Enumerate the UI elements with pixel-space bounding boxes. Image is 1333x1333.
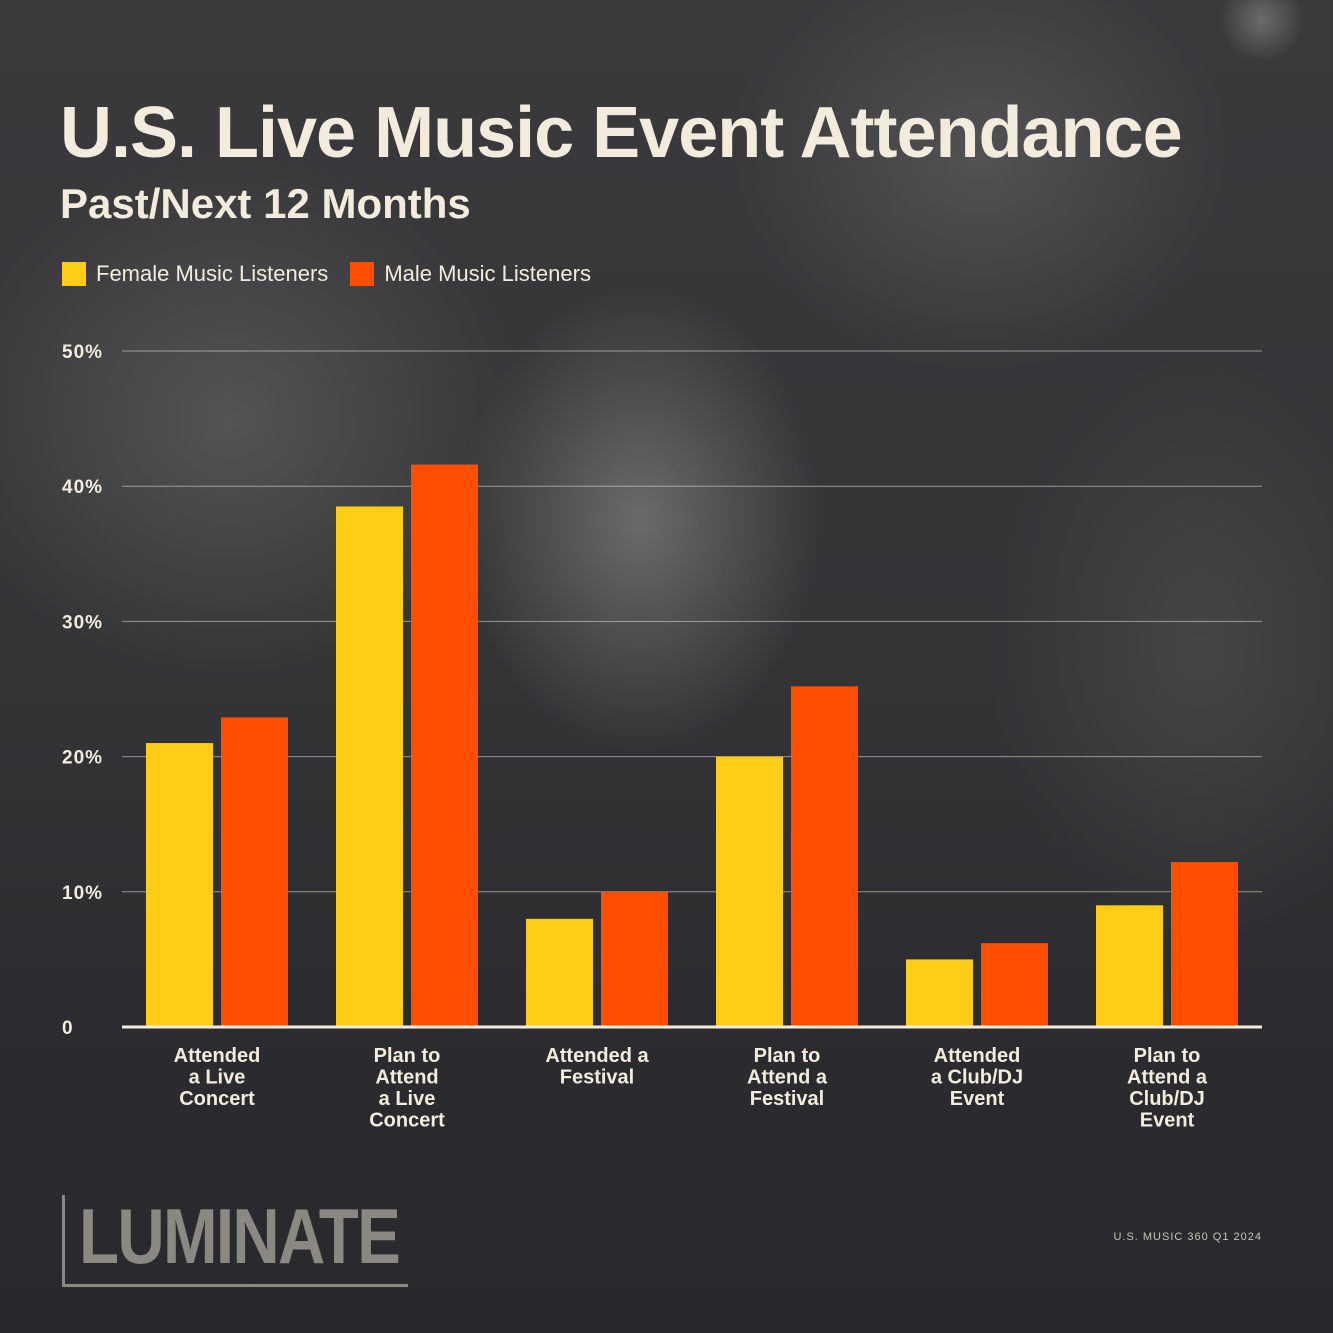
y-tick-label: 30% — [62, 612, 103, 633]
chart-title: U.S. Live Music Event Attendance — [60, 93, 1183, 173]
luminate-logo: LUMINATE — [62, 1192, 408, 1287]
x-category-label-line: Attend — [375, 1067, 438, 1089]
bar-female — [1096, 905, 1163, 1027]
bar-female — [716, 756, 783, 1027]
x-category-label-line: Club/DJ — [1129, 1088, 1205, 1110]
y-tick-label: 50% — [62, 342, 103, 363]
x-category-label: Attended a Festival — [545, 1045, 649, 1089]
x-category-label-line: Plan to — [374, 1045, 441, 1067]
y-tick-label: 10% — [62, 883, 103, 904]
bar-female — [146, 743, 213, 1027]
x-category-label: Plan to Attend a Festival — [747, 1045, 828, 1110]
x-category-label-line: Concert — [179, 1088, 255, 1110]
source-note: U.S. MUSIC 360 Q1 2024 — [1113, 1231, 1262, 1243]
x-category-label-line: Attend a — [1127, 1067, 1208, 1089]
x-category-label: Plan to Attend a Live Concert — [369, 1045, 445, 1132]
bar-female — [526, 918, 593, 1027]
x-category-label-line: a Club/DJ — [931, 1067, 1023, 1089]
x-category-label-line: Attend a — [747, 1067, 828, 1089]
chart-subtitle: Past/Next 12 Months — [60, 180, 471, 227]
bar-male — [601, 891, 668, 1027]
x-category-label-line: a Live — [189, 1067, 246, 1089]
legend: Female Music Listeners Male Music Listen… — [62, 261, 613, 287]
x-category-label-line: Plan to — [1134, 1045, 1201, 1067]
x-category-label-line: Festival — [560, 1067, 634, 1089]
legend-label-female: Female Music Listeners — [96, 261, 329, 286]
x-category-label-line: a Live — [379, 1088, 436, 1110]
legend-label-male: Male Music Listeners — [384, 261, 591, 286]
bar-male — [791, 686, 858, 1027]
legend-item-female: Female Music Listeners — [62, 261, 328, 287]
bar-male — [1171, 862, 1238, 1027]
x-category-label-line: Event — [1140, 1110, 1195, 1132]
bar-female — [336, 506, 403, 1028]
x-category-label-line: Festival — [750, 1088, 824, 1110]
x-category-label-line: Attended — [174, 1045, 261, 1067]
bar-male — [411, 464, 478, 1027]
legend-item-male: Male Music Listeners — [350, 261, 591, 287]
legend-swatch-female — [62, 262, 86, 286]
legend-swatch-male — [350, 262, 375, 286]
logo-text: LUMINATE — [79, 1192, 401, 1280]
x-category-label-line: Plan to — [754, 1045, 821, 1067]
x-category-label: Attended a Live Concert — [174, 1045, 261, 1110]
y-tick-label: 0 — [62, 1018, 74, 1039]
x-category-label-line: Event — [950, 1088, 1005, 1110]
bar-male — [981, 943, 1048, 1027]
y-tick-label: 40% — [62, 477, 103, 498]
x-category-label-line: Attended — [934, 1045, 1021, 1067]
y-tick-label: 20% — [62, 748, 103, 769]
bar-female — [906, 959, 973, 1027]
bar-male — [221, 717, 288, 1027]
x-category-label: Plan to Attend a Club/DJ Event — [1127, 1045, 1208, 1132]
x-category-label: Attended a Club/DJ Event — [931, 1045, 1023, 1110]
x-category-label-line: Concert — [369, 1110, 445, 1132]
x-category-label-line: Attended a — [545, 1045, 649, 1067]
